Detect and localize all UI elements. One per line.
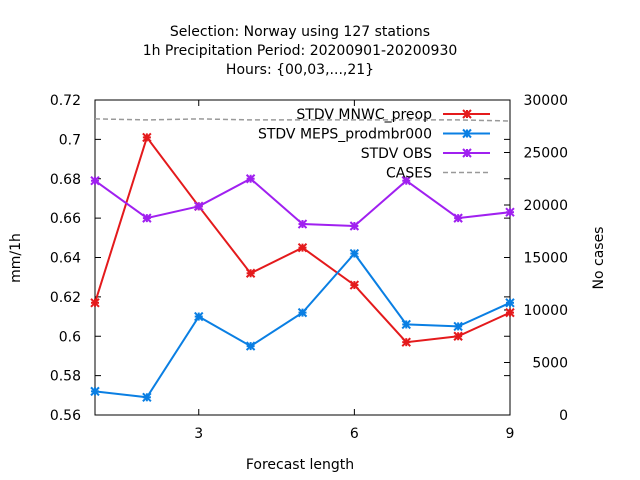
x-tick-label: 9 — [506, 426, 515, 442]
y2-tick-label: 5000 — [532, 356, 568, 372]
y-tick-label: 0.62 — [50, 290, 81, 306]
y2-tick-label: 15000 — [523, 251, 568, 267]
data-point — [245, 341, 256, 351]
x-axis-label: Forecast length — [246, 457, 354, 473]
y2-tick-label: 30000 — [523, 93, 568, 109]
legend-marker — [462, 148, 472, 158]
data-point — [401, 319, 411, 330]
chart-title: Selection: Norway using 127 stations 1h P… — [143, 24, 458, 78]
legend-marker — [462, 109, 472, 119]
data-point — [505, 298, 515, 308]
x-tick-label: 6 — [350, 426, 359, 442]
data-point — [453, 331, 463, 341]
data-point — [142, 132, 152, 143]
data-point — [142, 213, 152, 223]
y-axis: 0.56 0.58 0.6 0.62 0.64 0.66 0.68 0.7 0.72 — [50, 93, 510, 424]
series-line — [94, 177, 511, 228]
y-tick-label: 0.66 — [50, 211, 81, 227]
data-point — [297, 307, 308, 318]
y-tick-label: 0.6 — [59, 329, 81, 345]
y-tick-label: 0.68 — [50, 172, 81, 188]
x-tick-label: 3 — [194, 426, 203, 442]
title-line: Hours: {00,03,...,21} — [226, 62, 374, 78]
legend-label: STDV MEPS_prodmbr000 — [258, 127, 432, 143]
title-line: 1h Precipitation Period: 20200901-202009… — [143, 43, 458, 59]
series-line — [94, 118, 511, 122]
data-point — [90, 176, 100, 186]
series-line — [94, 252, 511, 399]
y2-tick-label: 20000 — [523, 198, 568, 214]
y-tick-label: 0.7 — [59, 132, 81, 148]
data-point — [245, 268, 256, 278]
data-point — [505, 207, 515, 217]
data-point — [453, 213, 463, 223]
data-point — [194, 311, 204, 322]
y-tick-label: 0.72 — [50, 93, 81, 109]
y-tick-label: 0.64 — [50, 251, 81, 267]
x-axis: 3 6 9 — [194, 100, 514, 442]
data-point — [245, 174, 256, 184]
data-point — [401, 176, 411, 186]
data-point — [90, 298, 100, 308]
data-point — [349, 280, 360, 290]
data-point — [297, 219, 308, 229]
legend-label: STDV MNWC_preop — [296, 107, 432, 123]
y2-tick-label: 10000 — [523, 303, 568, 319]
y2-axis-label: No cases — [591, 227, 607, 290]
data-point — [349, 248, 360, 259]
data-point — [90, 386, 100, 397]
y-tick-label: 0.56 — [50, 408, 81, 424]
legend-label: CASES — [386, 166, 432, 182]
data-point — [142, 392, 152, 402]
data-point — [194, 201, 204, 212]
legend: STDV MNWC_preop STDV MEPS_prodmbr000 STDV … — [258, 107, 490, 182]
plot-frame — [94, 99, 511, 416]
data-point — [297, 242, 308, 253]
y2-tick-label: 25000 — [523, 146, 568, 162]
title-line: Selection: Norway using 127 stations — [170, 24, 430, 40]
legend-marker — [462, 128, 472, 139]
plot-border — [94, 99, 511, 416]
data-point — [349, 221, 360, 231]
y-axis-label: mm/1h — [8, 233, 24, 283]
y2-axis: 0 5000 10000 15000 20000 25000 30000 — [504, 93, 568, 424]
y-tick-label: 0.58 — [50, 369, 81, 385]
data-point — [401, 337, 411, 347]
data-point — [453, 321, 463, 332]
legend-label: STDV OBS — [361, 146, 432, 162]
y2-tick-label: 0 — [559, 408, 568, 424]
data-point — [505, 307, 515, 318]
series-layer — [90, 118, 515, 402]
